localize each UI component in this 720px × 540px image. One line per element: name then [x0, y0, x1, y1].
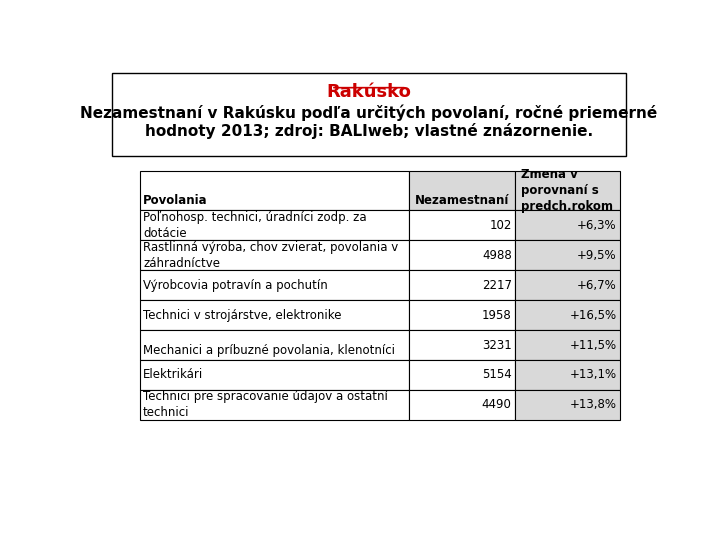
- Bar: [515, 240, 620, 270]
- Text: 4988: 4988: [482, 249, 512, 262]
- Text: Povolania: Povolania: [143, 194, 207, 207]
- Bar: [515, 390, 620, 420]
- Text: 3231: 3231: [482, 339, 512, 352]
- Bar: [409, 300, 515, 330]
- Text: Zmena v
porovnaní s
predch.rokom: Zmena v porovnaní s predch.rokom: [521, 168, 613, 213]
- Bar: [409, 240, 515, 270]
- Text: Mechanici a príbuzné povolania, klenotníci: Mechanici a príbuzné povolania, klenotní…: [143, 343, 395, 357]
- Bar: [515, 300, 620, 330]
- Text: Poľnohosp. technici, úradníci zodp. za
dotácie: Poľnohosp. technici, úradníci zodp. za d…: [143, 211, 366, 240]
- Bar: [515, 270, 620, 300]
- Bar: [140, 390, 409, 420]
- Bar: [409, 330, 515, 360]
- Text: Rastlinná výroba, chov zvierat, povolania v
záhradníctve: Rastlinná výroba, chov zvierat, povolani…: [143, 241, 398, 270]
- Bar: [409, 171, 515, 210]
- Bar: [140, 300, 409, 330]
- Text: +9,5%: +9,5%: [577, 249, 617, 262]
- Text: Nezamestnaní: Nezamestnaní: [415, 194, 509, 207]
- Bar: [515, 330, 620, 360]
- Text: Rakúsko: Rakúsko: [327, 83, 411, 101]
- Text: Elektrikári: Elektrikári: [143, 368, 203, 381]
- Text: 2217: 2217: [482, 279, 512, 292]
- Bar: [515, 360, 620, 390]
- Bar: [140, 360, 409, 390]
- Text: Výrobcovia potravín a pochutín: Výrobcovia potravín a pochutín: [143, 279, 328, 292]
- Bar: [140, 330, 409, 360]
- Text: +11,5%: +11,5%: [570, 339, 617, 352]
- Bar: [140, 171, 409, 210]
- Bar: [112, 73, 626, 156]
- Text: 1958: 1958: [482, 309, 512, 322]
- Bar: [409, 360, 515, 390]
- Text: Nezamestnaní v Rakúsku podľa určitých povolaní, ročné priemerné
hodnoty 2013; zd: Nezamestnaní v Rakúsku podľa určitých po…: [81, 104, 657, 139]
- Text: Technici pre spracovanie údajov a ostatní
technici: Technici pre spracovanie údajov a ostatn…: [143, 390, 388, 420]
- Text: Technici v strojárstve, elektronike: Technici v strojárstve, elektronike: [143, 309, 341, 322]
- Text: 102: 102: [490, 219, 512, 232]
- Text: +6,7%: +6,7%: [577, 279, 617, 292]
- Bar: [140, 240, 409, 270]
- Text: +6,3%: +6,3%: [577, 219, 617, 232]
- Bar: [409, 270, 515, 300]
- Text: +13,1%: +13,1%: [570, 368, 617, 381]
- Bar: [409, 210, 515, 240]
- Bar: [409, 390, 515, 420]
- Bar: [140, 270, 409, 300]
- Bar: [515, 210, 620, 240]
- Bar: [515, 171, 620, 210]
- Text: 5154: 5154: [482, 368, 512, 381]
- Text: 4490: 4490: [482, 399, 512, 411]
- Bar: [140, 210, 409, 240]
- Text: +13,8%: +13,8%: [570, 399, 617, 411]
- Text: +16,5%: +16,5%: [570, 309, 617, 322]
